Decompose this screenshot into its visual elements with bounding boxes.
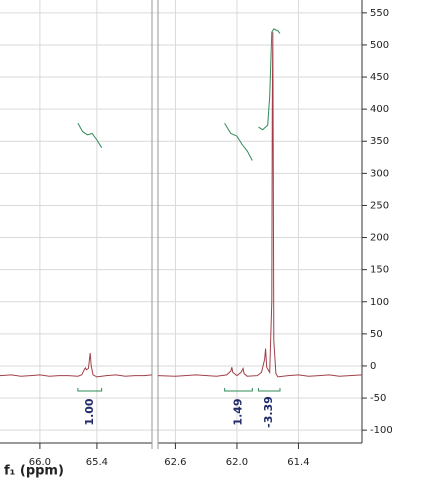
y-tick-label: 0	[370, 361, 376, 372]
integral-curve	[77, 123, 103, 148]
x-tick-label: 66.0	[29, 457, 51, 468]
y-tick-label: -100	[370, 425, 393, 436]
integral-label: 1.00	[83, 398, 96, 425]
y-tick-label: 550	[370, 8, 389, 19]
integral-label: -3.39	[262, 396, 275, 428]
y-tick-label: 300	[370, 168, 389, 179]
y-tick-label: 350	[370, 136, 389, 147]
y-tick-label: 400	[370, 104, 389, 115]
integral-curve	[224, 123, 253, 161]
y-tick-label: 500	[370, 40, 389, 51]
x-tick-label: 65.4	[86, 457, 108, 468]
y-tick-label: 450	[370, 72, 389, 83]
y-tick-label: 100	[370, 297, 389, 308]
integral-bracket	[77, 388, 103, 392]
x-tick-label: 62.6	[164, 457, 186, 468]
y-tick-label: 50	[370, 329, 383, 340]
y-tick-label: 250	[370, 200, 389, 211]
integral-bracket	[257, 388, 281, 392]
x-tick-label: 61.4	[287, 457, 309, 468]
x-axis-label: f₁ (ppm)	[4, 464, 64, 479]
y-tick-label: -50	[370, 393, 386, 404]
y-tick-label: 150	[370, 265, 389, 276]
integral-bracket	[224, 388, 253, 392]
y-tick-label: 200	[370, 233, 389, 244]
spectrum-line	[0, 32, 363, 378]
integral-curve	[258, 28, 281, 131]
integral-label: 1.49	[231, 398, 244, 425]
x-tick-label: 62.0	[226, 457, 248, 468]
